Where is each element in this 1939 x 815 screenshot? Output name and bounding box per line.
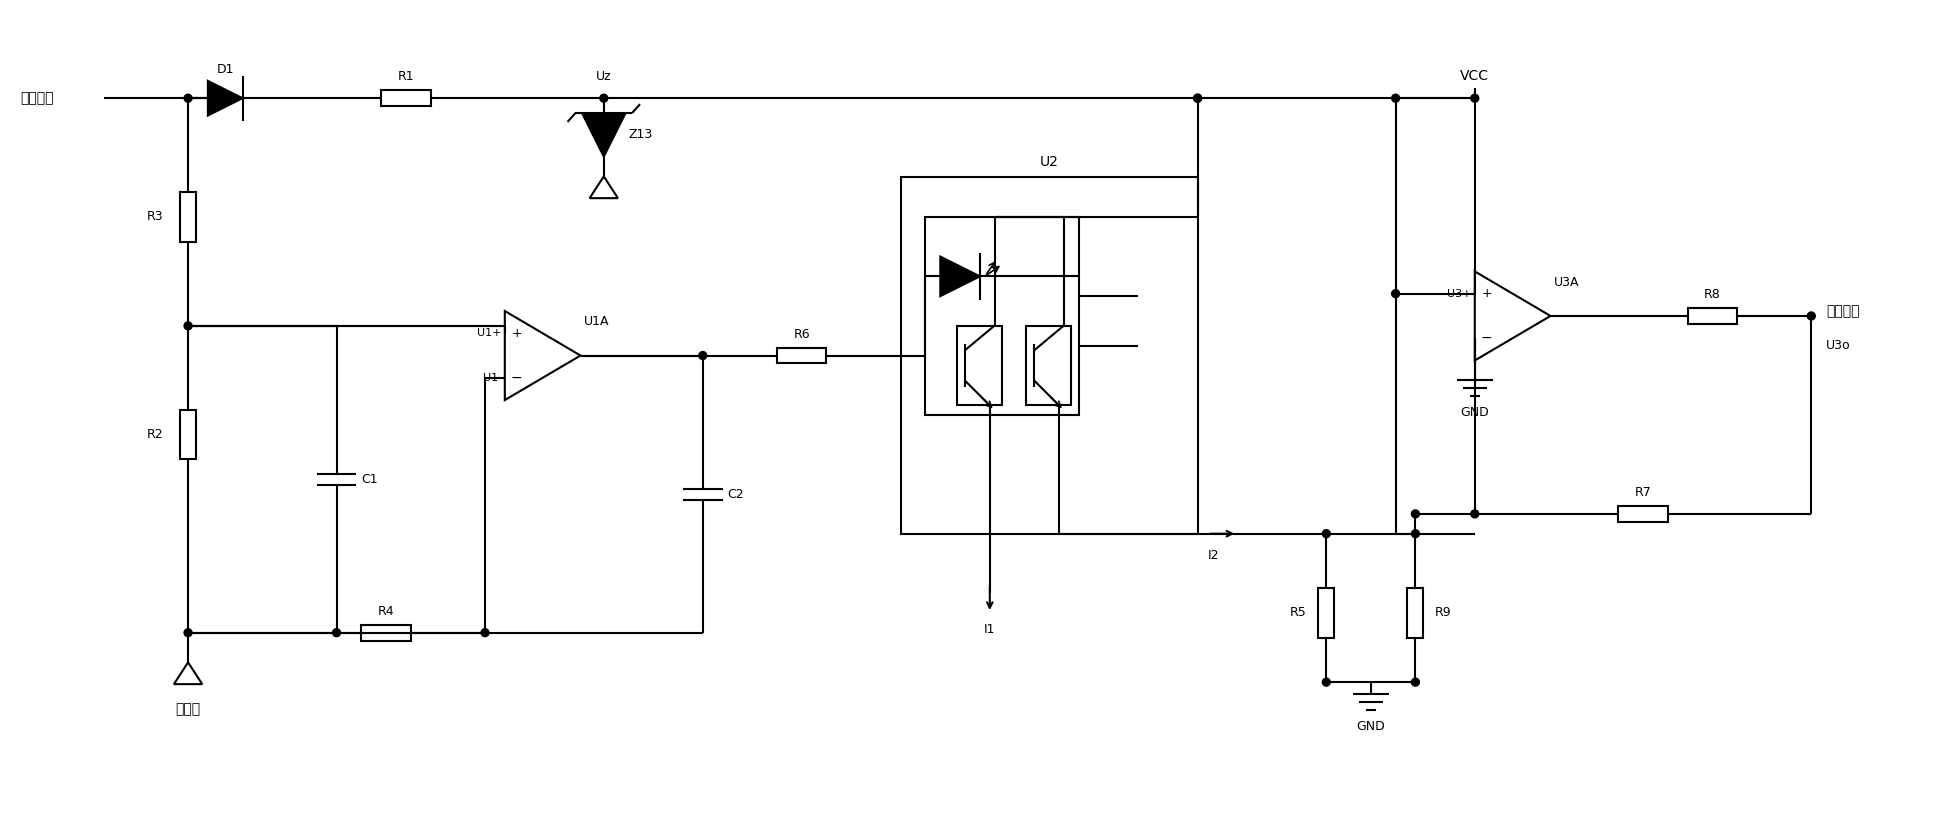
Polygon shape (940, 257, 979, 296)
Bar (180, 192, 196, 242)
Circle shape (184, 322, 192, 330)
Bar (900, 178, 1196, 534)
Circle shape (184, 628, 192, 637)
Text: 电瓶正端: 电瓶正端 (19, 91, 52, 105)
Bar (1617, 506, 1668, 522)
Bar (180, 410, 196, 460)
Bar (925, 217, 1078, 415)
Bar (778, 348, 826, 363)
Circle shape (1412, 530, 1419, 538)
Text: U2: U2 (1039, 156, 1059, 170)
Circle shape (1807, 312, 1815, 320)
Circle shape (332, 628, 341, 637)
Text: R7: R7 (1635, 486, 1650, 499)
Circle shape (1470, 510, 1478, 518)
Text: +: + (1481, 287, 1491, 300)
Text: I2: I2 (1206, 548, 1218, 562)
Text: R2: R2 (147, 428, 163, 441)
Text: U3+: U3+ (1446, 289, 1472, 298)
Text: R4: R4 (378, 605, 394, 618)
Text: D1: D1 (217, 64, 235, 77)
Text: U1A: U1A (584, 315, 609, 328)
Polygon shape (582, 113, 624, 156)
Bar (380, 90, 430, 106)
Bar (1319, 588, 1334, 637)
Text: U1-: U1- (483, 372, 502, 383)
Text: R6: R6 (793, 328, 811, 341)
Circle shape (1192, 95, 1200, 102)
Text: I1: I1 (983, 623, 995, 636)
Text: C1: C1 (361, 473, 378, 486)
Circle shape (1412, 510, 1419, 518)
Text: GND: GND (1355, 720, 1384, 733)
Text: R3: R3 (147, 210, 163, 223)
Polygon shape (207, 81, 242, 116)
Bar (956, 326, 1001, 405)
Circle shape (1322, 678, 1330, 686)
Text: U1+: U1+ (477, 328, 502, 338)
Text: U3o: U3o (1825, 339, 1850, 352)
Circle shape (1390, 289, 1398, 297)
Bar (1026, 326, 1070, 405)
Text: 电瓶地: 电瓶地 (175, 702, 200, 716)
Text: 电压输出: 电压输出 (1825, 304, 1860, 318)
Text: R1: R1 (397, 70, 413, 83)
Text: −: − (1479, 331, 1491, 346)
Text: U3A: U3A (1553, 275, 1578, 289)
Circle shape (1322, 530, 1330, 538)
Circle shape (1470, 95, 1478, 102)
Bar (1408, 588, 1423, 637)
Circle shape (481, 628, 489, 637)
Text: GND: GND (1460, 406, 1489, 419)
Circle shape (599, 95, 607, 102)
Text: R9: R9 (1435, 606, 1450, 619)
Circle shape (184, 95, 192, 102)
Text: R8: R8 (1702, 288, 1720, 301)
Text: C2: C2 (727, 487, 745, 500)
Circle shape (1390, 95, 1398, 102)
Circle shape (1412, 678, 1419, 686)
Circle shape (1192, 95, 1200, 102)
Text: +: + (512, 327, 522, 340)
Bar (361, 625, 411, 641)
Text: −: − (510, 371, 522, 385)
Text: R5: R5 (1289, 606, 1305, 619)
Bar (1687, 308, 1735, 324)
Text: Z13: Z13 (628, 128, 652, 141)
Text: Uz: Uz (595, 70, 611, 83)
Circle shape (698, 351, 706, 359)
Text: VCC: VCC (1460, 69, 1489, 83)
